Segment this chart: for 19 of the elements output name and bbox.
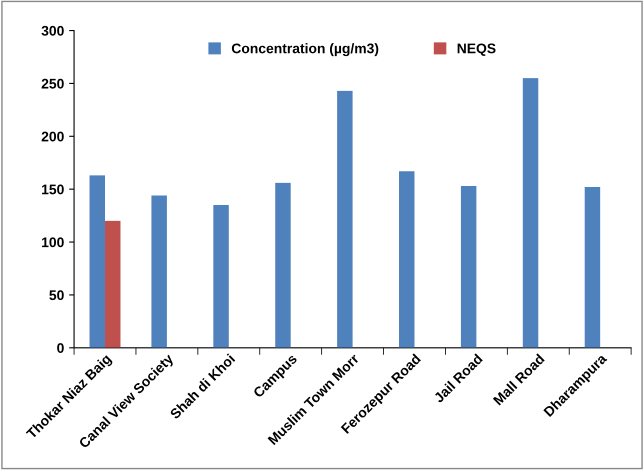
bar <box>584 187 600 348</box>
y-tick-label: 200 <box>42 132 64 142</box>
legend-label: Concentration (µg/m3) <box>232 43 378 56</box>
y-tick-label: 150 <box>42 184 64 194</box>
bar <box>213 205 229 348</box>
y-tick-label: 100 <box>42 237 64 248</box>
bar <box>275 182 291 348</box>
bar <box>90 175 106 348</box>
bar <box>460 186 476 348</box>
bar <box>151 196 167 348</box>
legend-label: NEQS <box>458 43 496 56</box>
bar <box>337 90 353 348</box>
y-tick-label: 50 <box>49 290 64 300</box>
bar <box>105 220 120 348</box>
y-tick-label: 0 <box>57 343 64 353</box>
bar <box>399 171 414 348</box>
y-tick-label: 250 <box>42 78 64 89</box>
y-tick-label: 300 <box>41 26 64 36</box>
bar <box>522 78 538 348</box>
